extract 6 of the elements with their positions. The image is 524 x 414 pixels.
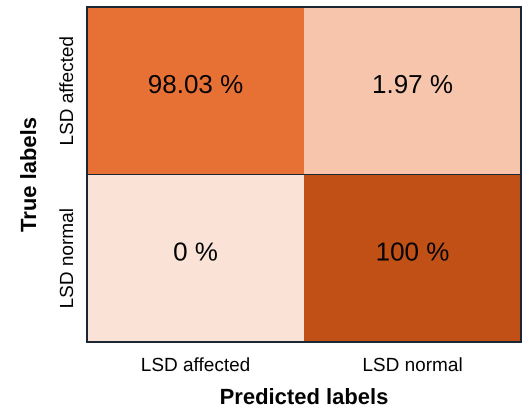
data-label: 98.03 %	[148, 68, 244, 99]
y-axis-title: True labels	[16, 117, 42, 232]
data-label: 0 %	[173, 236, 218, 266]
data-label: 100 %	[376, 236, 450, 266]
data-label: 1.97 %	[372, 68, 453, 99]
x-axis-title: Predicted labels	[220, 384, 388, 410]
